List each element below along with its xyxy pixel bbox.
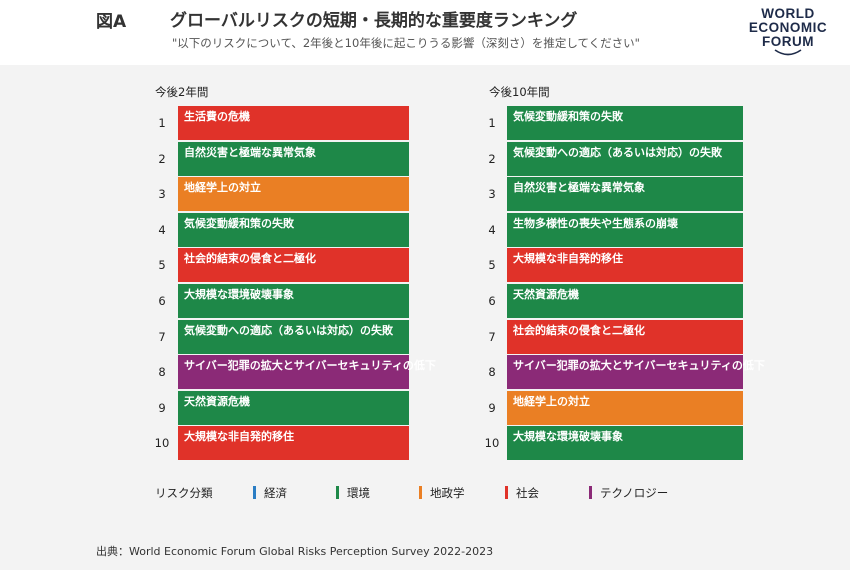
rank-number: 9	[158, 401, 166, 415]
logo-line-forum: FORUM	[762, 34, 814, 49]
column-title: 今後2年間	[155, 85, 209, 99]
legend-item: 社会	[505, 485, 539, 501]
rank-number: 10	[154, 436, 170, 450]
legend-label: 地政学	[430, 486, 465, 500]
risk-bar: 社会的結束の侵食と二極化	[507, 320, 743, 354]
risk-bar: 大規模な非自発的移住	[507, 248, 743, 282]
legend-label: 社会	[516, 486, 539, 500]
logo-line-economic: ECONOMIC	[748, 20, 828, 35]
header: 図A グローバルリスクの短期・長期的な重要度ランキング "以下のリスクについて、…	[0, 0, 850, 64]
rank-number: 7	[488, 330, 496, 344]
risk-bar: 大規模な環境破壊事象	[507, 426, 743, 460]
risk-bar: 生物多様性の喪失や生態系の崩壊	[507, 213, 743, 247]
legend-swatch	[419, 486, 422, 499]
risk-bar: サイバー犯罪の拡大とサイバーセキュリティの低下	[178, 355, 436, 389]
legend-swatch	[505, 486, 508, 499]
legend-label: テクノロジー	[600, 486, 669, 500]
rank-number: 8	[488, 365, 496, 379]
risk-bar: 気候変動への適応（あるいは対応）の失敗	[507, 142, 743, 176]
risk-bar: 天然資源危機	[178, 391, 409, 425]
logo-arc-icon	[774, 49, 802, 56]
rank-number: 2	[158, 152, 166, 166]
rank-number: 8	[158, 365, 166, 379]
rank-number: 5	[488, 258, 496, 272]
legend-title: リスク分類	[155, 486, 213, 500]
rank-number: 3	[488, 187, 496, 201]
wef-logo: WORLD ECONOMIC FORUM	[738, 7, 838, 61]
rank-number: 2	[488, 152, 496, 166]
legend-swatch	[589, 486, 592, 499]
legend-swatch	[253, 486, 256, 499]
legend-swatch	[336, 486, 339, 499]
source-note: 出典：World Economic Forum Global Risks Per…	[96, 545, 494, 558]
rank-number: 7	[158, 330, 166, 344]
rank-number: 4	[488, 223, 496, 237]
risk-bar: サイバー犯罪の拡大とサイバーセキュリティの低下	[507, 355, 765, 389]
chart-title: グローバルリスクの短期・長期的な重要度ランキング	[170, 11, 578, 31]
risk-bar: 大規模な環境破壊事象	[178, 284, 409, 318]
risk-bar: 地経学上の対立	[178, 177, 409, 211]
risk-bar: 社会的結束の侵食と二極化	[178, 248, 409, 282]
rank-number: 6	[488, 294, 496, 308]
risk-bar: 自然災害と極端な異常気象	[178, 142, 409, 176]
rank-number: 1	[158, 116, 166, 130]
risk-bar: 気候変動緩和策の失敗	[507, 106, 743, 140]
legend-item: 地政学	[419, 485, 465, 501]
risk-bar: 気候変動緩和策の失敗	[178, 213, 409, 247]
logo-line-world: WORLD	[761, 6, 815, 21]
rank-number: 10	[484, 436, 500, 450]
legend-item: 環境	[336, 485, 370, 501]
column-title: 今後10年間	[489, 85, 550, 99]
risk-bar: 天然資源危機	[507, 284, 743, 318]
rank-number: 1	[488, 116, 496, 130]
rank-number: 3	[158, 187, 166, 201]
legend: リスク分類 経済 環境 地政学 社会 テクノロジー	[0, 485, 850, 505]
legend-item: テクノロジー	[589, 485, 668, 501]
rank-number: 4	[158, 223, 166, 237]
figure-label: 図A	[96, 12, 127, 32]
risk-bar: 地経学上の対立	[507, 391, 743, 425]
legend-item: 経済	[253, 485, 287, 501]
rank-number: 5	[158, 258, 166, 272]
risk-bar: 気候変動への適応（あるいは対応）の失敗	[178, 320, 409, 354]
rank-number: 6	[158, 294, 166, 308]
rank-number: 9	[488, 401, 496, 415]
risk-bar: 生活費の危機	[178, 106, 409, 140]
legend-label: 経済	[264, 486, 287, 500]
legend-label: 環境	[347, 486, 370, 500]
chart-subtitle: "以下のリスクについて、2年後と10年後に起こりうる影響（深刻さ）を推定してくだ…	[172, 36, 640, 50]
risk-bar: 自然災害と極端な異常気象	[507, 177, 743, 211]
risk-bar: 大規模な非自発的移住	[178, 426, 409, 460]
